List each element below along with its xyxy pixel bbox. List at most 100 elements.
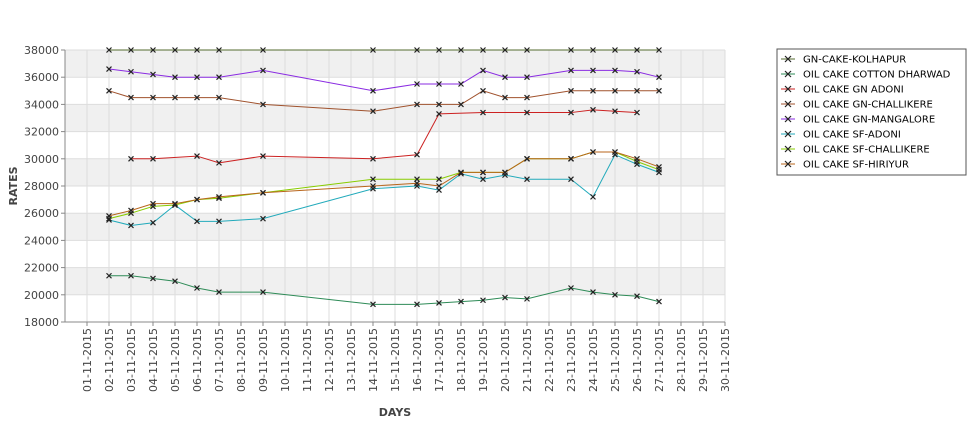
legend-item: OIL CAKE GN-CHALLIKERE (781, 100, 933, 111)
data-point-marker (480, 297, 486, 304)
legend-marker (784, 55, 792, 63)
data-point-marker (216, 289, 222, 296)
data-point-marker (612, 108, 618, 115)
data-point-marker (194, 196, 200, 203)
data-point-marker (436, 47, 442, 53)
data-point-marker (634, 155, 640, 162)
legend: GN-CAKE-KOLHAPUR OIL CAKE COTTON DHARWAD O… (776, 48, 967, 176)
data-point-marker (216, 159, 222, 166)
y-tick-label: 20000 (24, 289, 59, 302)
legend-marker (784, 70, 792, 78)
y-tick-label: 34000 (24, 98, 59, 111)
legend-label: GN-CAKE-KOLHAPUR (803, 55, 906, 66)
legend-item: GN-CAKE-KOLHAPUR (781, 55, 906, 66)
x-tick-label: 30-11-2015 (719, 328, 732, 392)
x-tick-label: 20-11-2015 (499, 328, 512, 392)
data-point-marker (172, 74, 178, 81)
x-tick-label: 29-11-2015 (697, 328, 710, 392)
data-point-marker (106, 272, 112, 279)
x-tick-label: 09-11-2015 (257, 328, 270, 392)
data-point-marker (568, 67, 574, 74)
legend-label: OIL CAKE GN-CHALLIKERE (803, 100, 933, 111)
legend-box (776, 48, 967, 176)
series-group (106, 47, 662, 53)
x-tick-label: 10-11-2015 (279, 328, 292, 392)
data-point-marker (414, 151, 420, 158)
series-group (106, 87, 662, 115)
data-point-marker (260, 153, 266, 160)
data-point-marker (150, 71, 156, 78)
data-point-marker (436, 81, 442, 87)
series-group (128, 106, 640, 166)
data-point-marker (502, 94, 508, 101)
data-point-marker (106, 66, 112, 72)
data-point-marker (128, 47, 134, 53)
x-tick-label: 21-11-2015 (521, 328, 534, 392)
data-point-marker (106, 47, 112, 53)
data-point-marker (634, 109, 640, 116)
x-tick-label: 12-11-2015 (323, 328, 336, 392)
x-tick-label: 19-11-2015 (477, 328, 490, 392)
data-point-marker (656, 164, 662, 170)
data-point-marker (480, 87, 486, 94)
x-tick-label: 02-11-2015 (103, 328, 116, 392)
data-point-marker (150, 275, 156, 282)
data-point-marker (128, 207, 134, 214)
y-tick-label: 18000 (24, 316, 59, 329)
data-point-marker (370, 176, 376, 183)
y-tick-label: 36000 (24, 71, 59, 84)
data-point-marker (172, 278, 178, 285)
x-tick-label: 25-11-2015 (609, 328, 622, 392)
data-point-marker (590, 193, 596, 200)
data-point-marker (612, 67, 618, 74)
series-group (106, 272, 662, 308)
data-point-marker (172, 47, 178, 53)
data-point-marker (502, 47, 508, 53)
data-point-marker (414, 81, 420, 87)
legend-item: OIL CAKE SF-ADONI (781, 130, 901, 141)
x-tick-label: 14-11-2015 (367, 328, 380, 392)
data-point-marker (194, 218, 200, 225)
data-point-marker (216, 74, 222, 81)
data-point-marker (458, 47, 464, 53)
legend-marker (784, 85, 792, 93)
data-point-marker (458, 298, 464, 305)
data-point-marker (216, 94, 222, 101)
data-point-marker (524, 74, 530, 81)
data-point-marker (128, 272, 134, 279)
data-point-marker (128, 155, 134, 162)
legend-label: OIL CAKE GN-MANGALORE (803, 115, 935, 126)
legend-marker (784, 100, 792, 108)
data-point-marker (260, 215, 266, 222)
data-point-marker (194, 285, 200, 291)
x-tick-label: 13-11-2015 (345, 328, 358, 392)
x-tick-label: 26-11-2015 (631, 328, 644, 392)
data-point-marker (502, 169, 508, 176)
x-tick-label: 08-11-2015 (235, 328, 248, 392)
y-axis-label: RATES (7, 166, 20, 205)
legend-item: OIL CAKE GN ADONI (781, 85, 904, 96)
data-point-marker (436, 101, 442, 108)
x-tick-label: 16-11-2015 (411, 328, 424, 392)
legend-marker (784, 145, 792, 153)
x-tick-label: 01-11-2015 (81, 328, 94, 392)
data-point-marker (436, 176, 442, 183)
data-point-marker (216, 218, 222, 225)
x-tick-label: 27-11-2015 (653, 328, 666, 392)
data-point-marker (458, 81, 464, 87)
x-tick-label: 18-11-2015 (455, 328, 468, 392)
x-tick-label: 22-11-2015 (543, 328, 556, 392)
data-point-marker (260, 47, 266, 53)
data-point-marker (612, 291, 618, 298)
data-point-marker (370, 47, 376, 53)
data-point-marker (216, 47, 222, 53)
data-point-marker (568, 176, 574, 183)
data-point-marker (150, 200, 156, 207)
x-tick-label: 15-11-2015 (389, 328, 402, 392)
data-point-marker (150, 155, 156, 162)
data-point-marker (634, 293, 640, 300)
legend-item: OIL CAKE SF-CHALLIKERE (781, 145, 930, 156)
x-tick-label: 03-11-2015 (125, 328, 138, 392)
data-point-marker (480, 109, 486, 116)
data-point-marker (612, 149, 618, 155)
